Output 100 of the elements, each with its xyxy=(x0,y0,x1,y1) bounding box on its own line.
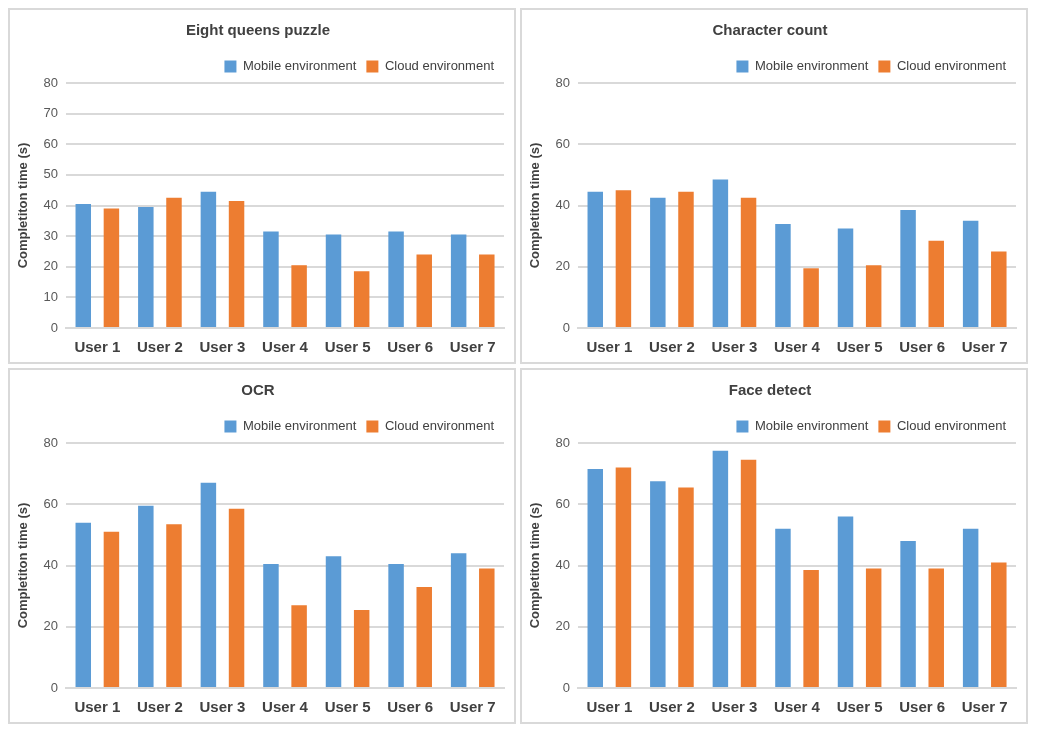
x-tick-label: User 3 xyxy=(711,698,758,716)
bar xyxy=(388,563,404,687)
bar xyxy=(479,568,495,687)
legend-label: Mobile environment xyxy=(754,58,869,74)
legend-label: Mobile environment xyxy=(754,418,869,434)
bar xyxy=(962,528,979,687)
y-tick-label: 80 xyxy=(555,74,571,90)
bar xyxy=(865,265,882,327)
bar xyxy=(479,254,495,327)
chart-title: Eight queens puzzle xyxy=(185,21,331,39)
bar xyxy=(450,234,467,327)
bar xyxy=(416,254,432,327)
y-tick-label: 80 xyxy=(43,434,59,450)
bar xyxy=(587,191,604,327)
bar xyxy=(138,505,154,687)
x-tick-label: User 3 xyxy=(199,698,246,716)
bar xyxy=(837,516,854,687)
x-tick-label: User 2 xyxy=(648,698,695,716)
legend-label: Cloud environment xyxy=(384,418,495,434)
x-tick-label: User 2 xyxy=(136,338,183,356)
bar xyxy=(803,570,819,687)
bar xyxy=(865,568,882,687)
x-tick-label: User 4 xyxy=(774,698,821,716)
y-tick-label: 30 xyxy=(43,227,59,243)
bar xyxy=(200,482,217,687)
bar xyxy=(712,179,729,327)
bar xyxy=(615,190,632,327)
y-tick-label: 20 xyxy=(43,258,59,274)
y-tick-label: 0 xyxy=(562,679,571,695)
bar xyxy=(803,268,819,327)
bar xyxy=(325,234,342,327)
y-tick-label: 0 xyxy=(50,679,59,695)
y-tick-label: 80 xyxy=(555,434,571,450)
bar xyxy=(388,231,404,327)
bar xyxy=(587,469,604,687)
bar xyxy=(678,191,694,327)
bar xyxy=(928,568,944,687)
bar xyxy=(103,531,120,687)
bar xyxy=(75,203,92,327)
legend-label: Cloud environment xyxy=(896,418,1007,434)
y-tick-label: 20 xyxy=(555,258,571,274)
bar xyxy=(837,228,854,327)
y-tick-label: 20 xyxy=(555,618,571,634)
x-tick-label: User 5 xyxy=(836,698,883,716)
bar xyxy=(650,197,666,327)
x-tick-label: User 2 xyxy=(648,338,695,356)
bar xyxy=(450,553,467,687)
x-tick-label: User 6 xyxy=(387,698,434,716)
bar xyxy=(900,210,916,327)
bar xyxy=(928,240,944,327)
y-axis-title: Completiton time (s) xyxy=(527,502,543,629)
bar xyxy=(103,208,120,327)
x-tick-label: User 7 xyxy=(449,338,496,356)
y-tick-label: 60 xyxy=(43,495,59,511)
legend-label: Cloud environment xyxy=(896,58,1007,74)
y-tick-label: 40 xyxy=(43,557,59,573)
y-tick-label: 0 xyxy=(50,319,59,335)
y-tick-label: 40 xyxy=(43,197,59,213)
x-tick-label: User 1 xyxy=(586,338,633,356)
y-tick-label: 40 xyxy=(555,557,571,573)
bar xyxy=(325,556,342,687)
bar xyxy=(166,197,182,327)
bar xyxy=(263,563,279,687)
x-tick-label: User 1 xyxy=(586,698,633,716)
bar xyxy=(166,524,182,687)
bar xyxy=(200,191,217,327)
x-tick-label: User 4 xyxy=(262,698,309,716)
bar xyxy=(900,541,916,687)
bar xyxy=(353,271,370,327)
x-tick-label: User 7 xyxy=(449,698,496,716)
y-axis-title: Completiton time (s) xyxy=(15,502,31,629)
bar xyxy=(712,450,729,687)
bar xyxy=(650,481,666,687)
y-tick-label: 60 xyxy=(555,495,571,511)
chart-title: Face detect xyxy=(728,381,812,399)
chart-title: OCR xyxy=(241,381,275,399)
bar xyxy=(740,459,757,687)
y-tick-label: 40 xyxy=(555,197,571,213)
x-tick-label: User 7 xyxy=(961,698,1008,716)
bar xyxy=(775,528,791,687)
bar xyxy=(138,207,154,327)
bar xyxy=(991,562,1007,687)
bar xyxy=(740,197,757,327)
y-tick-label: 20 xyxy=(43,618,59,634)
x-tick-label: User 6 xyxy=(899,698,946,716)
bar xyxy=(263,231,279,327)
x-tick-label: User 7 xyxy=(961,338,1008,356)
bar xyxy=(228,508,245,687)
chart-title: Character count xyxy=(712,21,828,39)
y-tick-label: 60 xyxy=(43,135,59,151)
bar xyxy=(75,522,92,687)
x-tick-label: User 3 xyxy=(199,338,246,356)
x-tick-label: User 6 xyxy=(899,338,946,356)
x-tick-label: User 1 xyxy=(74,698,121,716)
y-tick-label: 10 xyxy=(43,288,59,304)
y-tick-label: 0 xyxy=(562,319,571,335)
x-tick-label: User 4 xyxy=(262,338,309,356)
bar xyxy=(615,467,632,687)
x-tick-label: User 3 xyxy=(711,338,758,356)
legend-label: Cloud environment xyxy=(384,58,495,74)
